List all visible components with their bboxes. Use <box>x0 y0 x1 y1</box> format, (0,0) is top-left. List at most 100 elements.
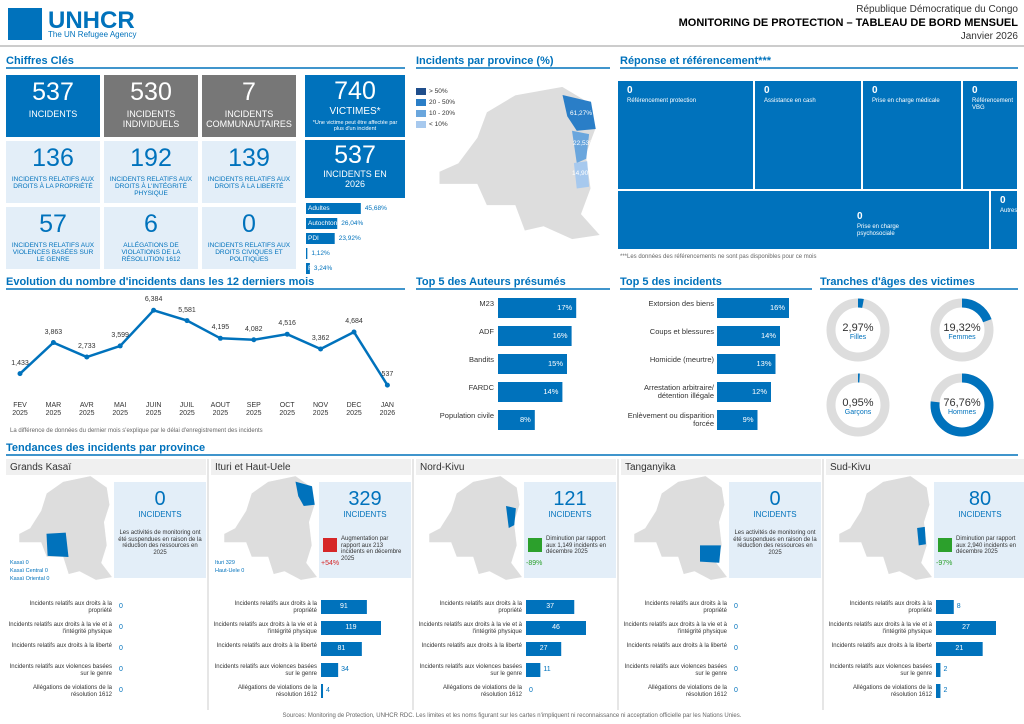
bar-value: 0 <box>119 603 123 610</box>
bar-label: Incidents relatifs aux violences basées … <box>624 664 727 677</box>
donut-value: 0,95% <box>842 397 874 409</box>
treemap-value: 0 <box>972 85 978 96</box>
trend-value: 4,082 <box>245 325 263 333</box>
bar-value: 8 <box>956 603 961 610</box>
trend-point <box>151 307 157 313</box>
treemap-box <box>617 80 754 190</box>
trend-month: MAI 2025 <box>112 402 128 417</box>
bar-value: 34 <box>341 666 349 673</box>
trend-point <box>184 318 190 324</box>
trend-value: 3,599 <box>111 331 129 339</box>
report-title: MONITORING DE PROTECTION – TABLEAU DE BO… <box>678 17 1018 29</box>
treemap-box <box>754 80 862 190</box>
bar <box>526 621 586 635</box>
population-label: PDI <box>308 235 319 242</box>
treemap-box <box>962 80 1018 190</box>
donut-value: 76,76% <box>943 397 981 409</box>
bar-value: 2 <box>943 666 948 673</box>
kpi-value: 530 <box>130 78 172 106</box>
trend-point <box>318 346 324 352</box>
kpi-value: 7 <box>242 78 256 106</box>
population-bar <box>306 248 308 259</box>
population-value: 26,04% <box>341 220 364 227</box>
bar-label: Incidents relatifs aux droits à la vie e… <box>213 622 317 635</box>
trend-point <box>217 335 223 341</box>
donut-arc <box>826 373 890 437</box>
legend-swatch <box>416 88 426 95</box>
trend-line <box>19 308 389 386</box>
trend-value: 3,362 <box>311 334 330 342</box>
panel-header <box>826 459 1024 475</box>
map-region <box>295 481 315 506</box>
bar <box>936 684 941 698</box>
bar-label: Incidents relatifs aux droits à la propr… <box>234 601 317 614</box>
population-bar <box>306 233 335 244</box>
legend-label: 20 - 50% <box>429 99 456 106</box>
bar-label: Incidents relatifs aux droits à la propr… <box>439 601 522 614</box>
province-name: Ituri et Haut-Uele <box>215 462 291 473</box>
bar-label: Incidents relatifs aux droits à la liber… <box>421 643 522 649</box>
section-title: Top 5 des incidents <box>620 276 722 288</box>
kpi-value: 0 <box>242 210 256 238</box>
bar-value: 0 <box>734 645 738 652</box>
bar-value: 15% <box>547 359 563 368</box>
bar <box>321 663 339 677</box>
bar <box>498 354 567 374</box>
bar-value: 2 <box>943 687 948 694</box>
bar-label: Incidents relatifs aux droits à la vie e… <box>8 622 112 635</box>
bar <box>936 642 983 656</box>
kpi-tile <box>104 207 198 269</box>
bar-label: Incidents relatifs aux droits à la liber… <box>216 643 317 649</box>
bar-value: 12% <box>751 387 767 396</box>
treemap-label: Référencement protection <box>627 98 697 104</box>
panel-header <box>416 459 616 475</box>
trend-point <box>384 382 390 388</box>
bar <box>321 600 367 614</box>
trend-note: La différence de données du dernier mois… <box>10 428 263 434</box>
bar-label: Incidents relatifs aux droits à la liber… <box>11 643 112 649</box>
bar-value: 16% <box>769 303 785 312</box>
bar-label: Allégations de violations de la résoluti… <box>237 685 317 698</box>
bar-label: Extorsion des biens <box>648 299 714 308</box>
bar-label: Incidents relatifs aux droits à la vie e… <box>828 622 932 635</box>
bar-label: Enlèvement ou disparition forcée <box>627 411 714 429</box>
period: Janvier 2026 <box>960 31 1018 42</box>
bar-value: 17% <box>557 303 573 312</box>
bar-value: 4 <box>326 687 330 694</box>
treemap-box <box>862 80 962 190</box>
trend-value: 4,516 <box>278 320 296 328</box>
trend-value: 3,863 <box>44 328 63 336</box>
info-box <box>114 482 206 578</box>
population-label: Autochtones <box>308 220 345 227</box>
year-label: INCIDENTS EN 2026 <box>323 169 387 189</box>
tagline: The UN Refugee Agency <box>48 30 137 39</box>
trend-value: 2,733 <box>78 343 96 351</box>
treemap-value: 0 <box>627 85 633 96</box>
bar <box>321 621 381 635</box>
bar-label: M23 <box>479 299 494 308</box>
info-box <box>729 482 821 578</box>
map-region <box>700 545 721 563</box>
bar-label: Arrestation arbitraire/ détention illéga… <box>643 383 714 401</box>
population-value: 45,68% <box>364 205 387 212</box>
province-name: Tanganyika <box>625 462 676 473</box>
legend-label: < 10% <box>429 121 448 128</box>
bar-label: Incidents relatifs aux violences basées … <box>419 664 522 677</box>
change-note: Diminution par rapport aux 1,149 inciden… <box>546 536 607 556</box>
trend-point <box>284 331 290 337</box>
info-box <box>319 482 411 578</box>
province-total: 0 <box>769 488 781 510</box>
trend-month: AVR 2025 <box>79 402 95 417</box>
victims-label: VICTIMES* <box>329 106 381 117</box>
kpi-label: INCIDENTS RELATIFS AUX DROITS À LA LIBER… <box>207 176 291 191</box>
change-icon <box>528 538 542 552</box>
panel-header <box>211 459 411 475</box>
province-name: Nord-Kivu <box>420 462 465 473</box>
bar-label: Bandits <box>468 355 494 364</box>
map-region <box>562 95 596 131</box>
province-map <box>438 86 601 240</box>
map-label: Ituri 329 <box>215 560 235 566</box>
year-value: 537 <box>334 141 376 169</box>
population-value: 3,24% <box>313 265 333 272</box>
